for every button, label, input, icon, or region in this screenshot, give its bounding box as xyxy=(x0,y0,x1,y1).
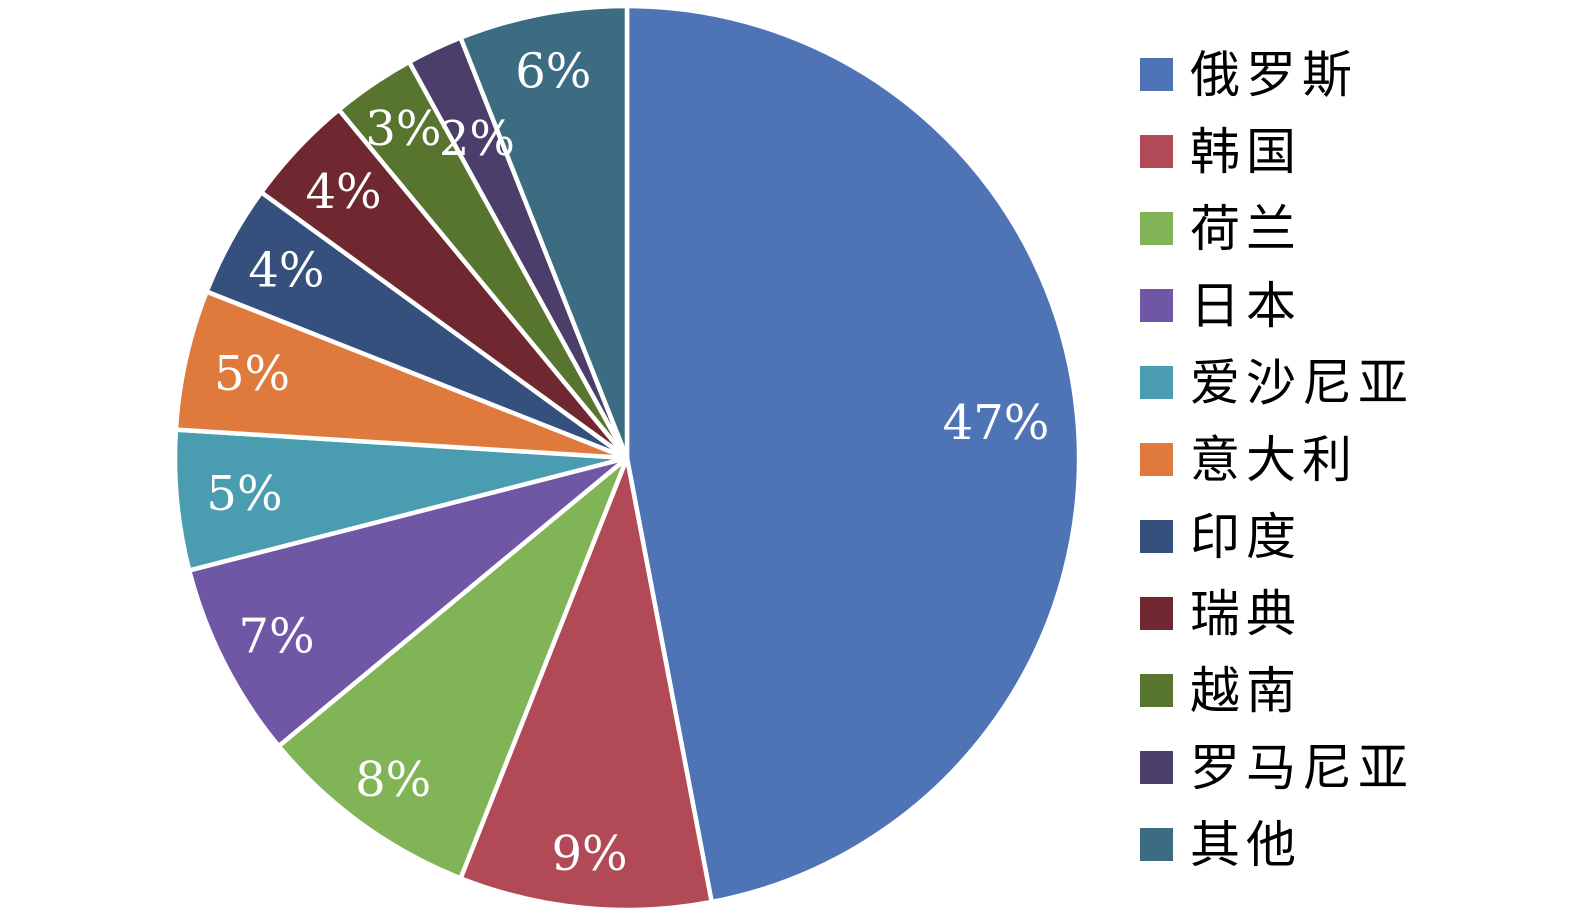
slice-value-label-japan: 7% xyxy=(239,609,315,665)
legend-item-netherlands: 荷兰 xyxy=(1140,190,1414,267)
legend-swatch-south-korea xyxy=(1140,135,1173,168)
slice-value-label-russia: 47% xyxy=(943,395,1050,451)
legend-swatch-other xyxy=(1140,828,1173,861)
slice-value-label-sweden: 4% xyxy=(306,164,382,220)
slice-value-label-india: 4% xyxy=(248,243,324,299)
legend-swatch-netherlands xyxy=(1140,212,1173,245)
slice-value-label-other: 6% xyxy=(515,44,591,100)
legend-swatch-estonia xyxy=(1140,366,1173,399)
legend-swatch-italy xyxy=(1140,443,1173,476)
slice-value-label-south-korea: 9% xyxy=(552,826,628,882)
legend-label-south-korea: 韩国 xyxy=(1190,122,1302,181)
pie-slice-south-korea xyxy=(458,455,714,913)
legend-item-italy: 意大利 xyxy=(1140,421,1414,498)
legend-label-estonia: 爱沙尼亚 xyxy=(1190,353,1414,412)
slice-value-label-romania: 2% xyxy=(439,111,515,167)
slice-value-label-vietnam: 3% xyxy=(365,101,441,157)
legend-label-italy: 意大利 xyxy=(1190,430,1358,489)
legend-label-other: 其他 xyxy=(1190,815,1302,874)
legend-swatch-romania xyxy=(1140,751,1173,784)
chart-legend: 俄罗斯韩国荷兰日本爱沙尼亚意大利印度瑞典越南罗马尼亚其他 xyxy=(1140,36,1414,883)
slice-value-label-estonia: 5% xyxy=(206,466,282,522)
legend-item-japan: 日本 xyxy=(1140,267,1414,344)
legend-item-romania: 罗马尼亚 xyxy=(1140,729,1414,806)
pie-slice-japan xyxy=(186,455,630,749)
pie-slice-italy xyxy=(173,289,630,461)
legend-swatch-india xyxy=(1140,520,1173,553)
pie-slice-netherlands xyxy=(276,455,630,881)
legend-label-russia: 俄罗斯 xyxy=(1190,45,1358,104)
legend-item-south-korea: 韩国 xyxy=(1140,113,1414,190)
legend-item-india: 印度 xyxy=(1140,498,1414,575)
legend-swatch-russia xyxy=(1140,58,1173,91)
legend-label-vietnam: 越南 xyxy=(1190,661,1302,720)
pie-slice-other xyxy=(458,3,630,461)
legend-item-russia: 俄罗斯 xyxy=(1140,36,1414,113)
slice-value-label-netherlands: 8% xyxy=(355,752,431,808)
legend-item-estonia: 爱沙尼亚 xyxy=(1140,344,1414,421)
legend-label-japan: 日本 xyxy=(1190,276,1302,335)
legend-label-sweden: 瑞典 xyxy=(1190,584,1302,643)
legend-label-netherlands: 荷兰 xyxy=(1190,199,1302,258)
legend-label-romania: 罗马尼亚 xyxy=(1190,738,1414,797)
slice-value-label-italy: 5% xyxy=(214,346,290,402)
legend-item-vietnam: 越南 xyxy=(1140,652,1414,729)
pie-slice-estonia xyxy=(172,427,630,573)
pie-slice-russia xyxy=(624,3,1082,905)
legend-swatch-vietnam xyxy=(1140,674,1173,707)
legend-item-other: 其他 xyxy=(1140,806,1414,883)
legend-swatch-japan xyxy=(1140,289,1173,322)
legend-item-sweden: 瑞典 xyxy=(1140,575,1414,652)
legend-swatch-sweden xyxy=(1140,597,1173,630)
legend-label-india: 印度 xyxy=(1190,507,1302,566)
